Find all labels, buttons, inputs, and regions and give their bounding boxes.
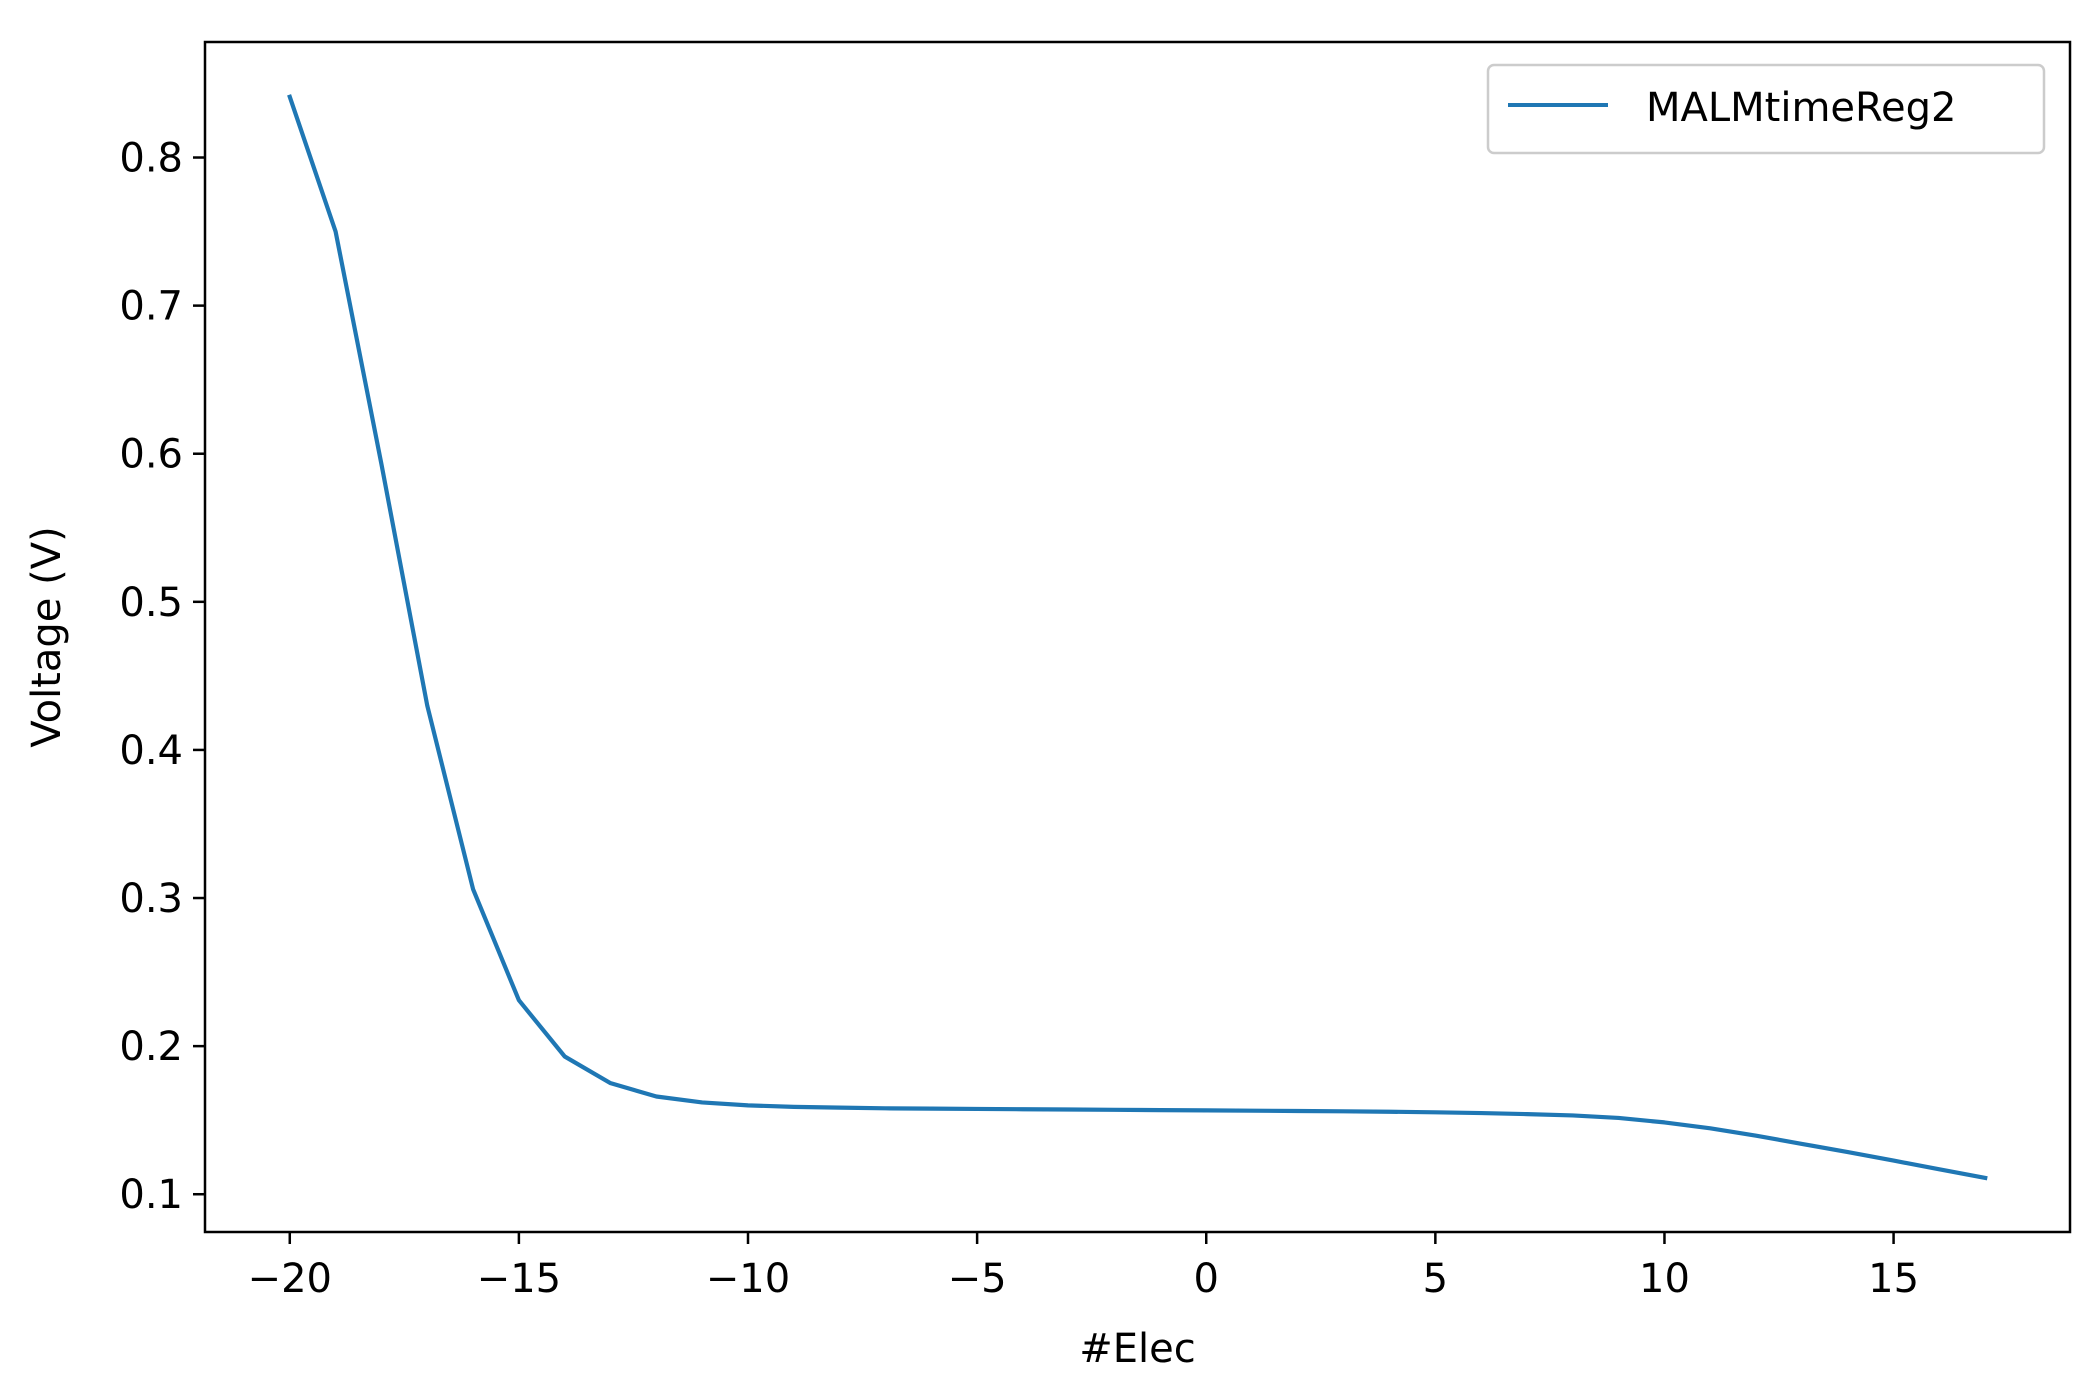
legend-label: MALMtimeReg2 <box>1646 85 1957 131</box>
x-tick-label: −10 <box>706 1256 790 1302</box>
x-tick-label: 5 <box>1423 1256 1448 1302</box>
legend-box <box>1486 63 2046 155</box>
y-tick-label: 0.8 <box>119 136 183 182</box>
x-axis-title: #Elec <box>1079 1326 1196 1372</box>
y-tick-label: 0.7 <box>119 284 183 330</box>
x-axis-ticks: −20 −15 −10 −5 0 5 10 15 <box>248 1232 1919 1302</box>
x-tick-label: 0 <box>1194 1256 1219 1302</box>
x-tick-label: −5 <box>948 1256 1007 1302</box>
legend: MALMtimeReg2 <box>1486 63 2046 155</box>
y-axis-ticks: 0.1 0.2 0.3 0.4 0.5 0.6 0.7 0.8 <box>119 136 205 1218</box>
x-tick-label: 15 <box>1868 1256 1919 1302</box>
axes-frame <box>203 40 2072 1234</box>
x-tick-label: −20 <box>248 1256 332 1302</box>
y-tick-label: 0.4 <box>119 728 183 774</box>
series-line <box>287 94 1988 1181</box>
y-tick-label: 0.5 <box>119 580 183 626</box>
y-axis-title: Voltage (V) <box>24 526 70 747</box>
x-tick-label: −15 <box>477 1256 561 1302</box>
y-tick-label: 0.3 <box>119 876 183 922</box>
y-tick-label: 0.1 <box>119 1172 183 1218</box>
y-tick-label: 0.6 <box>119 432 183 478</box>
series-layer <box>287 94 1988 1181</box>
x-tick-label: 10 <box>1639 1256 1690 1302</box>
y-tick-label: 0.2 <box>119 1024 183 1070</box>
plot-area <box>205 42 2070 1232</box>
